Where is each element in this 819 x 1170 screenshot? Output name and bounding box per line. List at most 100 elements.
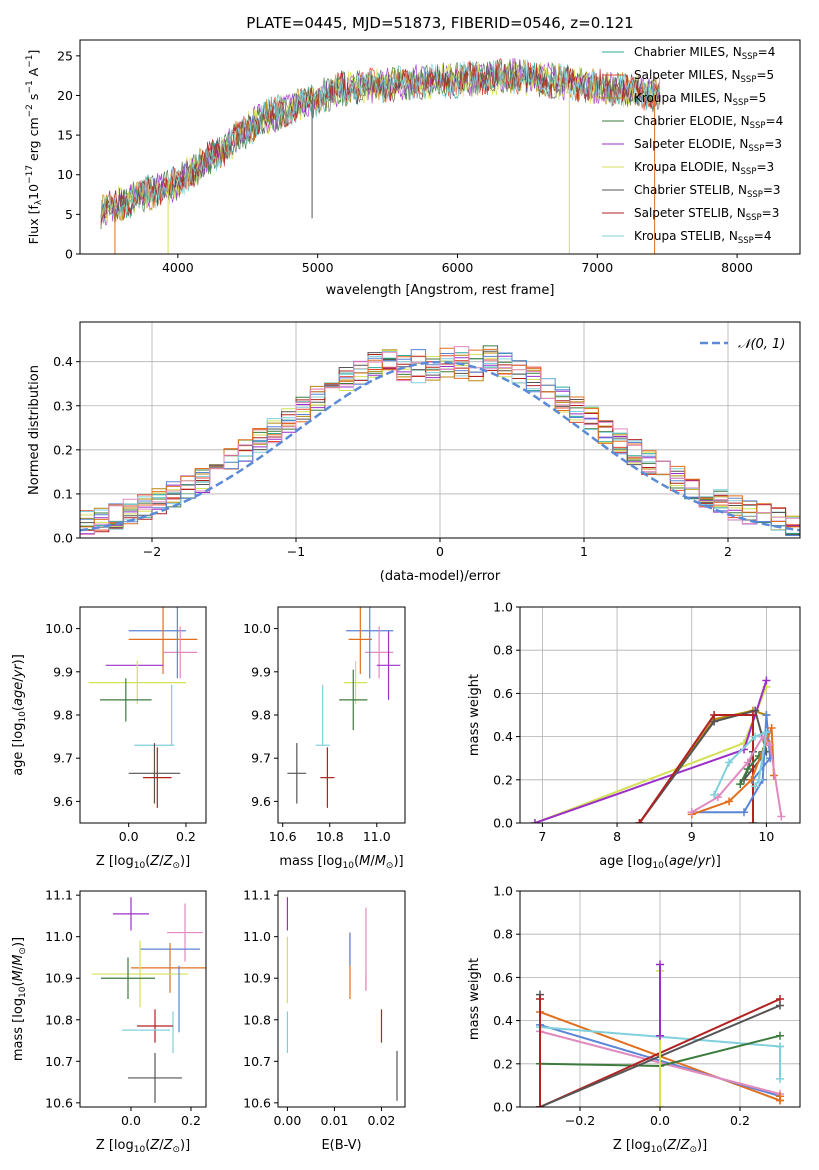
y-axis-label-text: age [log10(age/yr)] bbox=[11, 654, 28, 776]
y-tick-label: 9.6 bbox=[53, 794, 73, 809]
x-tick-label: 0.2 bbox=[730, 1113, 750, 1128]
legend-entry: Salpeter STELIB, NSSP=3 bbox=[634, 206, 779, 223]
x-tick-label: 5000 bbox=[302, 260, 334, 275]
mass-weight-series-7 bbox=[691, 727, 775, 816]
y-axis-label-text: Normed distribution bbox=[27, 365, 42, 495]
y-tick-label: 0.3 bbox=[53, 398, 73, 413]
y-tick-label: 0.8 bbox=[493, 927, 513, 942]
x-axis-label: age [log10(age/yr)] bbox=[599, 854, 721, 871]
y-tick-label: 10.0 bbox=[45, 621, 73, 636]
mass-weight-marker bbox=[635, 819, 644, 823]
y-tick-label: 10.6 bbox=[45, 1095, 73, 1110]
chart-age_vs_mass: 10.6 10.8 11.0 9.6 9.7 9.8 9.9 10.0 mass [log10(… bbox=[243, 606, 406, 871]
mass-weight-marker bbox=[536, 995, 544, 1003]
x-tick-label: 0.2 bbox=[181, 1113, 201, 1128]
y-axis-label: Flux [fλ10−17 erg cm−2 s−1 A−1] bbox=[25, 50, 44, 245]
y-tick-label: 11.1 bbox=[45, 888, 73, 903]
y-tick-label: 0.2 bbox=[493, 1056, 513, 1071]
y-tick-label: 20 bbox=[57, 88, 73, 103]
mass-weight-marker bbox=[743, 758, 752, 767]
axes-frame bbox=[79, 39, 801, 255]
y-tick-label: 0.0 bbox=[493, 816, 513, 831]
y-tick-label: 1.0 bbox=[493, 884, 513, 899]
mass-weight-marker bbox=[656, 960, 664, 969]
y-axis-label: age [log10(age/yr)] bbox=[11, 654, 28, 776]
legend: Chabrier MILES, NSSP=4 Salpeter MILES, NS… bbox=[602, 45, 783, 246]
y-tick-label: 9.8 bbox=[53, 708, 73, 723]
x-tick-label: 8 bbox=[613, 829, 621, 844]
y-tick-label: 11.0 bbox=[45, 929, 73, 944]
mass-weight-lines bbox=[530, 676, 786, 823]
x-axis-label: Z [log10(Z/Z⊙)] bbox=[613, 1138, 707, 1155]
x-tick-label: 2 bbox=[724, 544, 732, 559]
x-tick-label: 10 bbox=[758, 829, 774, 844]
chart-mass_weight_vs_age: 7 8 9 10 0.0 0.2 0.4 0.6 0.8 1.0 age [log10(age/yr… bbox=[467, 600, 801, 871]
mass-weight-marker bbox=[736, 780, 745, 789]
mass-weight-marker bbox=[656, 1031, 664, 1040]
x-axis-label: E(B-V) bbox=[321, 1138, 361, 1153]
y-tick-label: 9.9 bbox=[251, 664, 271, 679]
chart-mass_weight_vs_Z: −0.2 0.0 0.2 0.0 0.2 0.4 0.6 0.8 1.0 Z [log10(Z/Z… bbox=[467, 884, 801, 1155]
errorbars bbox=[92, 897, 206, 1103]
y-tick-label: 9.6 bbox=[251, 794, 271, 809]
mass-weight-marker bbox=[748, 819, 757, 823]
legend-entry: Chabrier STELIB, NSSP=3 bbox=[634, 183, 781, 200]
y-tick-label: 1.0 bbox=[493, 600, 513, 615]
mass-weight-marker bbox=[762, 711, 771, 719]
y-tick-label: 0.4 bbox=[493, 729, 513, 744]
y-tick-label: 0.6 bbox=[493, 970, 513, 985]
mass-weight-marker bbox=[751, 732, 760, 741]
mass-weight-marker bbox=[747, 775, 756, 784]
spectrum-lines bbox=[100, 57, 661, 254]
x-tick-label: 9 bbox=[688, 829, 696, 844]
y-tick-label: 25 bbox=[57, 48, 73, 63]
mass-weight-series-4 bbox=[638, 714, 754, 823]
y-tick-label: 10.9 bbox=[243, 971, 271, 986]
legend-entry: 𝒩(0, 1) bbox=[738, 337, 785, 352]
x-tick-label: 7 bbox=[538, 829, 546, 844]
mass-weight-marker bbox=[776, 1042, 784, 1051]
mass-weight-marker bbox=[740, 808, 748, 817]
x-tick-label: 0 bbox=[436, 544, 444, 559]
y-tick-label: 9.8 bbox=[251, 708, 271, 723]
errorbars bbox=[88, 607, 198, 808]
y-tick-label: 0.1 bbox=[53, 486, 73, 501]
y-tick-label: 0.4 bbox=[493, 1013, 513, 1028]
y-tick-label: 15 bbox=[57, 128, 73, 143]
mass-weight-marker bbox=[754, 775, 763, 784]
chart-residuals: −2 −1 0 1 2 0.0 0.1 0.2 0.3 0.4 (data-model)/error… bbox=[27, 321, 801, 584]
legend-entry: Salpeter MILES, NSSP=5 bbox=[634, 68, 774, 85]
histograms bbox=[80, 345, 800, 537]
legend-entry: Kroupa ELODIE, NSSP=3 bbox=[634, 160, 774, 177]
x-tick-label: −0.2 bbox=[565, 1113, 595, 1128]
mass-weight-marker bbox=[762, 676, 771, 685]
x-axis-label: (data-model)/error bbox=[380, 569, 501, 584]
y-tick-label: 0.2 bbox=[493, 772, 513, 787]
mass-weight-lines bbox=[536, 960, 784, 1107]
page-title: PLATE=0445, MJD=51873, FIBERID=0546, z=0… bbox=[246, 14, 633, 32]
mass-weight-marker bbox=[656, 1103, 664, 1107]
x-tick-label: 0.0 bbox=[121, 1113, 141, 1128]
y-tick-label: 10.0 bbox=[243, 621, 271, 636]
mass-weight-marker bbox=[776, 1074, 784, 1083]
legend-entry: Chabrier MILES, NSSP=4 bbox=[634, 45, 775, 62]
spectrum-series-5 bbox=[100, 60, 661, 228]
x-tick-label: 0.0 bbox=[650, 1113, 670, 1128]
y-tick-label: 0 bbox=[65, 247, 73, 262]
mass-weight-marker bbox=[776, 1001, 784, 1010]
x-tick-label: 0.2 bbox=[176, 829, 196, 844]
chart-age_vs_Z: 0.0 0.2 9.6 9.7 9.8 9.9 10.0 Z [log10(Z/Z⊙)] age… bbox=[11, 606, 207, 871]
x-axis-label: wavelength [Angstrom, rest frame] bbox=[326, 283, 555, 298]
x-tick-label: 6000 bbox=[442, 260, 474, 275]
y-tick-label: 11.1 bbox=[243, 888, 271, 903]
y-tick-label: 0.2 bbox=[53, 442, 73, 457]
y-axis-label: mass weight bbox=[467, 958, 482, 1040]
errorbars bbox=[287, 607, 401, 808]
chart-mass_vs_ebv: 0.00 0.01 0.02 10.6 10.7 10.8 10.9 11.0 11.1 E(B-… bbox=[243, 888, 406, 1153]
mass-weight-marker bbox=[687, 808, 696, 817]
x-tick-label: 0.02 bbox=[368, 1113, 396, 1128]
x-tick-label: 11.0 bbox=[363, 829, 391, 844]
mass-weight-marker bbox=[777, 812, 786, 821]
y-tick-label: 5 bbox=[65, 207, 73, 222]
legend-entry: Kroupa STELIB, NSSP=4 bbox=[634, 229, 772, 246]
